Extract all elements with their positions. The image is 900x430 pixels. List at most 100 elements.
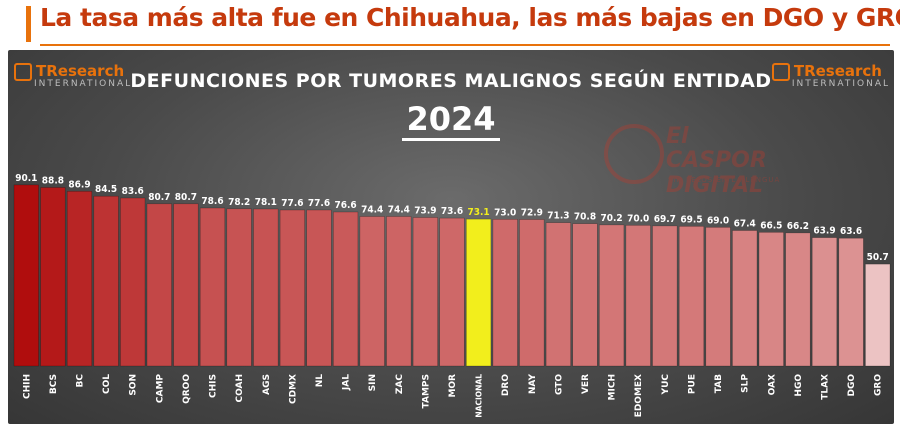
category-label: NAY	[528, 374, 538, 395]
headline-text: La tasa más alta fue en Chihuahua, las m…	[40, 3, 900, 32]
value-label: 90.1	[15, 173, 37, 184]
value-label: 74.4	[388, 205, 410, 216]
category-label: CHIH	[22, 374, 32, 399]
logo-sub: INTERNATIONAL	[791, 78, 890, 89]
category-label: COL	[102, 374, 112, 394]
bar-col	[93, 195, 119, 367]
category-label: PUE	[688, 374, 698, 394]
value-label: 72.9	[521, 208, 543, 219]
category-label: SON	[129, 374, 139, 396]
category-label: DGO	[847, 374, 857, 397]
bar-tab	[705, 227, 731, 367]
value-label: 73.0	[494, 207, 516, 218]
category-label: CAMP	[155, 374, 165, 404]
headline-accent	[26, 6, 31, 42]
watermark-line3: SIN PELOS EN LA LENGUA	[668, 176, 781, 184]
category-label: TAB	[714, 374, 724, 393]
category-label: AGS	[262, 374, 272, 395]
value-label: 66.5	[760, 220, 782, 231]
category-label: JAL	[342, 374, 352, 391]
bar-chis	[199, 207, 226, 367]
bar-chart: 90.1 CHIH 88.8 BCS 86.9 BC 84.5 COL 83.6 SON 80.7 C…	[13, 173, 891, 418]
logo-sub: INTERNATIONAL	[34, 78, 133, 89]
value-label: 84.5	[95, 184, 117, 195]
value-label: 80.7	[148, 192, 170, 203]
bar-tlax	[811, 237, 838, 367]
bar-gto	[545, 222, 571, 367]
category-label: ZAC	[395, 374, 405, 394]
category-label: NACIONAL	[475, 374, 484, 418]
value-label: 74.4	[361, 205, 383, 216]
watermark-logo: El CASPOR DIGITAL SIN PELOS EN LA LENGUA	[604, 120, 834, 200]
value-label: 78.6	[201, 196, 223, 207]
chart-year-text: 2024	[402, 100, 500, 141]
chart-panel: TResearch INTERNATIONAL TResearch INTERN…	[8, 50, 894, 424]
bar-hgo	[785, 232, 811, 367]
value-label: 67.4	[734, 219, 756, 230]
bar-nl	[306, 209, 332, 367]
value-label: 70.0	[627, 213, 649, 224]
watermark-line1: El	[666, 124, 689, 149]
value-label: 77.6	[308, 198, 330, 209]
value-label: 88.8	[42, 176, 64, 187]
bar-edomex	[625, 225, 651, 367]
bar-coah	[226, 208, 252, 367]
bar-dgo	[838, 237, 864, 367]
value-label: 50.7	[867, 252, 889, 263]
category-label: DRO	[501, 374, 511, 396]
category-label: TAMPS	[421, 374, 431, 408]
bar-zac	[386, 216, 412, 367]
value-label: 78.1	[255, 197, 277, 208]
value-label: 76.6	[334, 200, 356, 211]
category-label: YUC	[661, 374, 671, 396]
category-label: COAH	[235, 374, 245, 403]
bar-yuc	[652, 225, 678, 367]
category-label: SIN	[368, 374, 378, 391]
bar-tamps	[412, 217, 439, 367]
category-label: CDMX	[288, 374, 298, 404]
category-label: CHIS	[209, 374, 219, 398]
value-label: 69.0	[707, 215, 729, 226]
footer-strip	[0, 424, 900, 430]
category-label: NL	[315, 374, 325, 388]
value-label: 71.3	[547, 211, 569, 222]
value-label: 70.8	[574, 212, 596, 223]
watermark-ring-icon	[604, 124, 664, 184]
bar-mor	[439, 217, 465, 367]
logo-brand: TResearch	[793, 62, 882, 80]
category-label: MICH	[608, 374, 618, 400]
category-label: OAX	[767, 374, 777, 395]
category-label: HGO	[794, 374, 804, 397]
bar-gro	[865, 263, 891, 367]
value-label: 70.2	[600, 213, 622, 224]
value-label: 80.7	[175, 192, 197, 203]
value-label: 63.6	[840, 226, 862, 237]
category-label: BC	[76, 374, 86, 388]
bar-nacional	[465, 218, 492, 367]
bar-jal	[332, 211, 359, 367]
value-label: 66.2	[787, 221, 809, 232]
bar-chih	[13, 184, 39, 367]
value-label: 73.1	[467, 207, 489, 218]
bar-slp	[732, 230, 758, 367]
bar-pue	[678, 226, 705, 367]
category-label: TLAX	[821, 374, 831, 400]
value-label: 69.5	[680, 214, 702, 225]
category-label: GRO	[874, 374, 884, 396]
bar-camp	[146, 203, 172, 367]
bar-ags	[253, 208, 279, 367]
value-label: 73.6	[441, 206, 463, 217]
bar-mich	[598, 224, 625, 367]
bar-bcs	[40, 187, 66, 367]
value-label: 63.9	[813, 226, 835, 237]
category-label: EDOMEX	[634, 374, 644, 417]
chart-year: 2024	[8, 100, 894, 141]
bar-oax	[758, 232, 784, 367]
logo-right: TResearch INTERNATIONAL	[771, 62, 890, 89]
category-label: MOR	[448, 374, 458, 398]
category-label: GTO	[554, 374, 564, 395]
value-label: 83.6	[122, 186, 144, 197]
bar-bc	[66, 191, 93, 367]
category-label: BCS	[49, 374, 59, 394]
value-label: 86.9	[68, 179, 90, 190]
